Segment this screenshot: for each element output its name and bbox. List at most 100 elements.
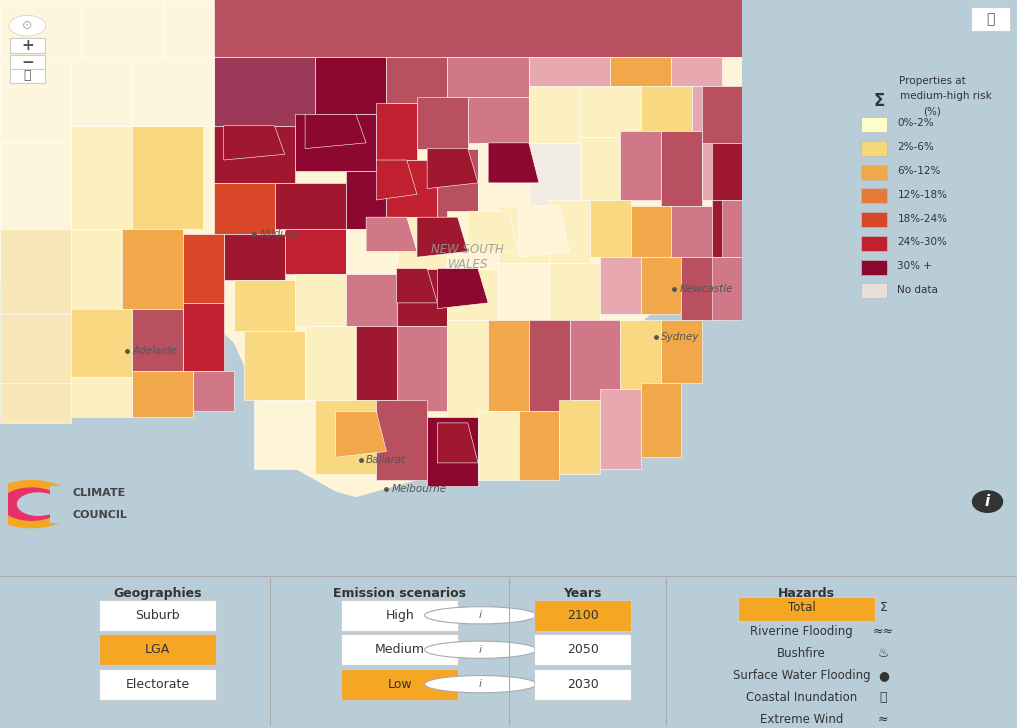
Polygon shape [244, 331, 305, 400]
Polygon shape [214, 58, 315, 126]
Circle shape [425, 676, 537, 693]
Text: −: − [21, 55, 34, 70]
FancyBboxPatch shape [535, 668, 631, 700]
Text: High: High [385, 609, 414, 622]
Polygon shape [692, 86, 732, 132]
Polygon shape [376, 400, 427, 480]
Polygon shape [600, 257, 641, 314]
Polygon shape [437, 269, 488, 309]
Polygon shape [214, 126, 295, 183]
FancyBboxPatch shape [861, 260, 887, 274]
Text: (%): (%) [923, 106, 941, 116]
Text: Σ: Σ [874, 92, 885, 111]
Polygon shape [468, 97, 529, 143]
Polygon shape [234, 280, 295, 331]
FancyBboxPatch shape [971, 7, 1010, 31]
FancyBboxPatch shape [861, 212, 887, 227]
Polygon shape [549, 263, 600, 320]
Polygon shape [346, 274, 397, 325]
Polygon shape [214, 183, 275, 234]
Polygon shape [447, 58, 529, 97]
Text: CLIMATE: CLIMATE [72, 488, 126, 498]
Text: +: + [21, 38, 34, 53]
Polygon shape [285, 229, 346, 274]
FancyBboxPatch shape [342, 668, 458, 700]
Circle shape [9, 15, 46, 36]
Polygon shape [549, 200, 590, 263]
Text: ⛵: ⛵ [880, 691, 887, 704]
Polygon shape [661, 320, 702, 383]
FancyBboxPatch shape [50, 486, 85, 523]
Polygon shape [346, 229, 397, 274]
Polygon shape [559, 400, 600, 475]
Text: medium-high risk: medium-high risk [900, 91, 992, 101]
Text: ≈: ≈ [878, 713, 889, 726]
Text: 2050: 2050 [566, 644, 599, 656]
Text: 30% +: 30% + [897, 261, 933, 271]
Polygon shape [163, 0, 214, 58]
Text: ≈≈: ≈≈ [873, 625, 894, 638]
Polygon shape [356, 325, 397, 400]
Polygon shape [0, 383, 71, 423]
Text: Properties at: Properties at [899, 76, 965, 86]
Polygon shape [71, 229, 122, 309]
Polygon shape [305, 114, 366, 149]
Polygon shape [519, 411, 559, 480]
Polygon shape [498, 206, 549, 263]
Polygon shape [427, 417, 478, 486]
Text: Coastal Inundation: Coastal Inundation [745, 691, 857, 704]
Polygon shape [702, 86, 742, 143]
Polygon shape [193, 371, 234, 411]
Polygon shape [397, 269, 437, 303]
Text: ⊙: ⊙ [22, 19, 33, 32]
Polygon shape [478, 143, 529, 211]
Polygon shape [580, 137, 620, 200]
Polygon shape [488, 320, 529, 411]
FancyBboxPatch shape [342, 600, 458, 631]
Polygon shape [71, 126, 132, 229]
Circle shape [17, 493, 60, 515]
Polygon shape [295, 114, 376, 171]
Polygon shape [254, 400, 315, 469]
FancyBboxPatch shape [861, 236, 887, 251]
Polygon shape [81, 0, 163, 58]
Polygon shape [447, 269, 498, 320]
Polygon shape [305, 325, 356, 400]
Text: i: i [479, 645, 482, 654]
Polygon shape [0, 0, 81, 58]
Polygon shape [620, 320, 661, 389]
Polygon shape [183, 234, 224, 303]
Polygon shape [671, 58, 722, 86]
Polygon shape [397, 269, 447, 325]
Polygon shape [468, 211, 519, 251]
Text: Electorate: Electorate [125, 678, 190, 691]
Polygon shape [712, 257, 742, 320]
Polygon shape [702, 132, 742, 200]
Text: ♨: ♨ [878, 647, 889, 660]
Polygon shape [437, 423, 478, 463]
Polygon shape [712, 143, 742, 200]
Polygon shape [447, 211, 498, 269]
FancyBboxPatch shape [535, 634, 631, 665]
Polygon shape [0, 229, 71, 314]
Polygon shape [0, 58, 71, 143]
Text: Ballarat: Ballarat [366, 455, 407, 465]
Text: No data: No data [897, 285, 939, 295]
Polygon shape [71, 309, 132, 377]
Text: Total: Total [787, 601, 816, 614]
Polygon shape [102, 274, 183, 411]
Polygon shape [600, 389, 641, 469]
FancyBboxPatch shape [10, 68, 45, 83]
Text: Extreme Wind: Extreme Wind [760, 713, 843, 726]
Polygon shape [132, 58, 214, 126]
Text: 2%-6%: 2%-6% [897, 142, 935, 152]
FancyBboxPatch shape [100, 634, 217, 665]
FancyBboxPatch shape [738, 596, 875, 621]
Text: LGA: LGA [145, 644, 170, 656]
FancyBboxPatch shape [861, 117, 887, 132]
Polygon shape [712, 200, 742, 257]
Polygon shape [132, 126, 203, 229]
Polygon shape [346, 171, 386, 229]
Text: 0%-2%: 0%-2% [897, 119, 934, 128]
Text: Melbourne: Melbourne [392, 483, 446, 494]
